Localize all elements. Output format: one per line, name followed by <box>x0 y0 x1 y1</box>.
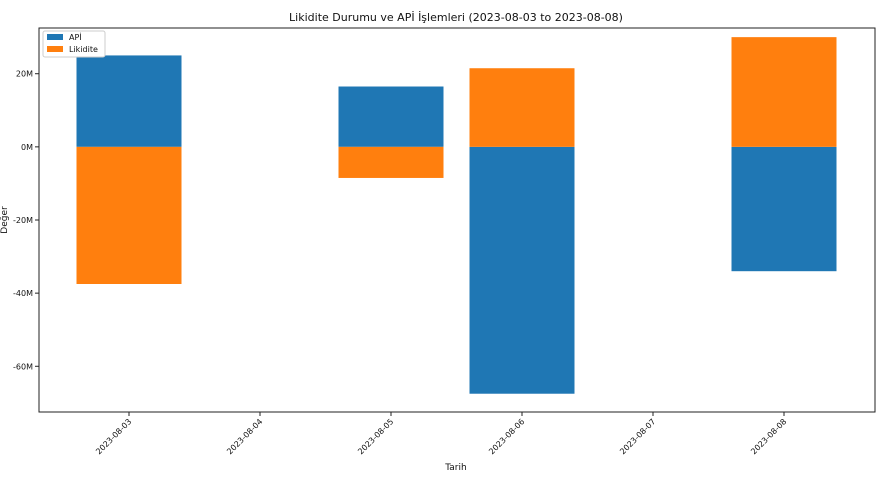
x-tick-label: 2023-08-06 <box>487 417 526 456</box>
legend-swatch <box>47 34 63 40</box>
legend-label: Likidite <box>69 45 98 54</box>
y-axis: 20M 0M -20M -40M -60M <box>13 70 39 371</box>
x-tick-label: 2023-08-05 <box>356 417 395 456</box>
y-tick-label: -40M <box>13 289 33 298</box>
y-axis-label: Değer <box>0 206 10 234</box>
chart-title: Likidite Durumu ve APİ İşlemleri (2023-0… <box>289 11 623 24</box>
legend-swatch <box>47 46 63 52</box>
legend-label: APİ <box>69 32 82 42</box>
plot-area <box>38 27 876 413</box>
y-tick-label: -20M <box>13 216 33 225</box>
x-tick-label: 2023-08-08 <box>749 417 788 456</box>
y-tick-label: -60M <box>13 362 33 371</box>
x-axis: 2023-08-03 2023-08-04 2023-08-05 2023-08-06… <box>94 412 788 456</box>
y-tick-label: 0M <box>21 143 33 152</box>
x-axis-label: Tarih <box>444 463 466 473</box>
bars-layer <box>76 37 837 394</box>
x-tick-label: 2023-08-04 <box>225 417 264 456</box>
bar-api--2023-08-05 <box>338 86 444 147</box>
bar-likidite-2023-08-06 <box>469 68 575 147</box>
bar-api--2023-08-08 <box>731 146 837 272</box>
bar-api--2023-08-06 <box>469 146 575 394</box>
bar-likidite-2023-08-08 <box>731 37 837 147</box>
bar-api--2023-08-03 <box>76 55 182 147</box>
y-tick-label: 20M <box>16 70 33 79</box>
bar-likidite-2023-08-05 <box>338 146 444 178</box>
x-tick-label: 2023-08-03 <box>94 417 133 456</box>
bar-likidite-2023-08-03 <box>76 146 182 284</box>
x-tick-label: 2023-08-07 <box>618 417 657 456</box>
legend-items: APİ Likidite <box>47 32 98 54</box>
legend: APİ Likidite <box>42 30 106 58</box>
